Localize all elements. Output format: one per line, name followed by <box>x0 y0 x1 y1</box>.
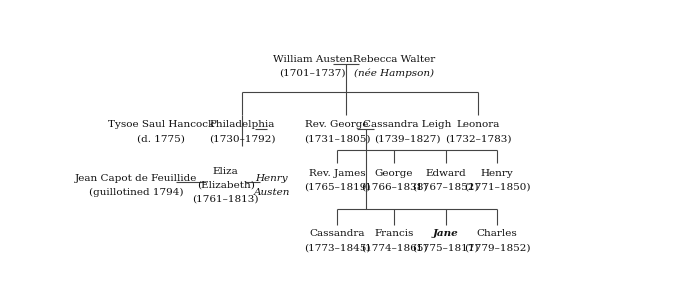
Text: (1765–1819): (1765–1819) <box>304 183 370 192</box>
Text: Rev. James: Rev. James <box>309 169 365 178</box>
Text: (Elizabeth): (Elizabeth) <box>197 181 255 190</box>
Text: Edward: Edward <box>425 169 466 178</box>
Text: (1779–1852): (1779–1852) <box>464 243 531 252</box>
Text: Henry: Henry <box>256 174 288 183</box>
Text: Francis: Francis <box>374 230 414 238</box>
Text: (1773–1845): (1773–1845) <box>304 243 370 252</box>
Text: (1731–1805): (1731–1805) <box>304 134 370 143</box>
Text: (1701–1737): (1701–1737) <box>279 69 346 78</box>
Text: Charles: Charles <box>477 230 517 238</box>
Text: Tysoe Saul Hancock: Tysoe Saul Hancock <box>108 120 214 129</box>
Text: (1739–1827): (1739–1827) <box>374 134 441 143</box>
Text: Austen: Austen <box>254 188 290 197</box>
Text: (guillotined 1794): (guillotined 1794) <box>89 188 183 197</box>
Text: Rebecca Walter: Rebecca Walter <box>353 55 435 64</box>
Text: (1771–1850): (1771–1850) <box>464 183 531 192</box>
Text: (1766–1838): (1766–1838) <box>360 183 427 192</box>
Text: Cassandra Leigh: Cassandra Leigh <box>363 120 452 129</box>
Text: Jane: Jane <box>433 230 459 238</box>
Text: (1774–1865): (1774–1865) <box>360 243 427 252</box>
Text: (1761–1813): (1761–1813) <box>193 194 259 204</box>
Text: Rev. George: Rev. George <box>305 120 369 129</box>
Text: Leonora: Leonora <box>456 120 500 129</box>
Text: Eliza: Eliza <box>213 167 239 176</box>
Text: Cassandra: Cassandra <box>309 230 365 238</box>
Text: (1775–1817): (1775–1817) <box>412 243 479 252</box>
Text: Philadelphia: Philadelphia <box>209 120 275 129</box>
Text: (1730–1792): (1730–1792) <box>209 134 275 143</box>
Text: Henry: Henry <box>481 169 514 178</box>
Text: William Austen: William Austen <box>273 55 352 64</box>
Text: (née Hampson): (née Hampson) <box>354 69 434 78</box>
Text: (1767–1852): (1767–1852) <box>412 183 479 192</box>
Text: Jean Capot de Feuillide: Jean Capot de Feuillide <box>75 174 197 183</box>
Text: (1732–1783): (1732–1783) <box>445 134 511 143</box>
Text: (d. 1775): (d. 1775) <box>136 134 185 143</box>
Text: George: George <box>374 169 413 178</box>
